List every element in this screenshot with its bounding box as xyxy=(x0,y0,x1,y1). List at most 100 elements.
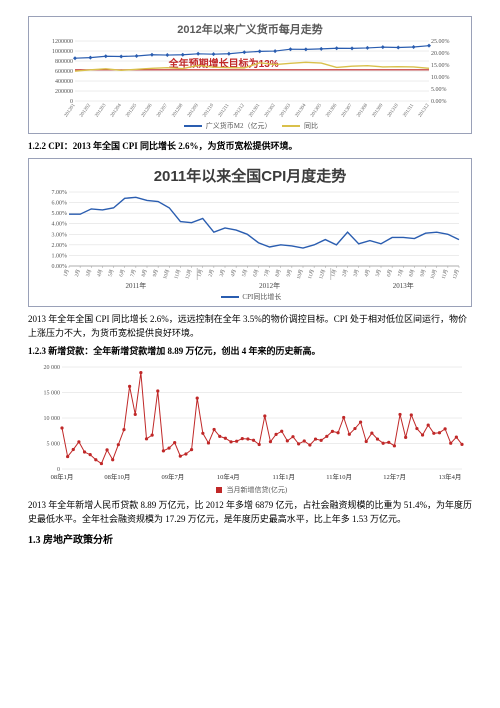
svg-text:2013年: 2013年 xyxy=(393,281,414,290)
svg-text:201302: 201302 xyxy=(264,103,277,119)
chart1-container: 2012年以来广义货币每月走势 020000040000060000080000… xyxy=(28,16,472,134)
svg-text:4月: 4月 xyxy=(230,269,238,278)
svg-text:8月: 8月 xyxy=(141,269,149,278)
svg-text:13年4月: 13年4月 xyxy=(439,472,462,481)
svg-text:201310: 201310 xyxy=(387,103,400,119)
svg-text:25.00%: 25.00% xyxy=(431,39,450,45)
svg-text:7.00%: 7.00% xyxy=(52,190,68,196)
svg-text:08年10月: 08年10月 xyxy=(104,472,130,481)
svg-text:201307: 201307 xyxy=(341,103,354,119)
svg-text:3月: 3月 xyxy=(85,269,93,278)
svg-text:1200000: 1200000 xyxy=(52,39,73,45)
legend-yoy-label: 同比 xyxy=(304,122,318,130)
svg-text:15 000: 15 000 xyxy=(44,390,61,396)
legend-credit-label: 当月新增信贷(亿元) xyxy=(227,486,288,494)
svg-text:201209: 201209 xyxy=(187,103,200,119)
svg-text:1月: 1月 xyxy=(330,269,338,278)
legend-m2-label: 广义货币M2（亿元） xyxy=(206,122,272,130)
svg-text:6月: 6月 xyxy=(118,269,126,278)
svg-text:201205: 201205 xyxy=(126,103,139,119)
svg-text:20.00%: 20.00% xyxy=(431,51,450,57)
svg-text:2月: 2月 xyxy=(341,269,349,278)
svg-text:7月: 7月 xyxy=(397,269,405,278)
legend-cpi-swatch xyxy=(221,296,239,298)
section-13-heading: 1.3 房地产政策分析 xyxy=(28,533,472,549)
chart1-svg: 0200000400000600000800000100000012000000… xyxy=(35,39,465,119)
svg-text:11年1月: 11年1月 xyxy=(272,472,295,481)
svg-text:12月: 12月 xyxy=(184,269,193,280)
svg-text:5 000: 5 000 xyxy=(47,441,61,447)
svg-text:201211: 201211 xyxy=(218,103,231,118)
svg-text:201306: 201306 xyxy=(326,103,339,119)
svg-text:0: 0 xyxy=(57,467,60,473)
svg-text:201212: 201212 xyxy=(233,103,246,119)
svg-text:9月: 9月 xyxy=(419,269,427,278)
legend-m2-swatch xyxy=(184,125,202,127)
svg-text:201207: 201207 xyxy=(156,103,169,119)
legend-cpi-label: CPI同比增长 xyxy=(242,293,281,301)
svg-text:4月: 4月 xyxy=(96,269,104,278)
chart2-title: 2011年以来全国CPI月度走势 xyxy=(35,165,465,186)
svg-text:8月: 8月 xyxy=(408,269,416,278)
svg-text:201301: 201301 xyxy=(249,103,262,119)
svg-text:201309: 201309 xyxy=(372,103,385,119)
svg-text:7月: 7月 xyxy=(130,269,138,278)
svg-text:7月: 7月 xyxy=(263,269,271,278)
svg-text:2012年: 2012年 xyxy=(259,281,280,290)
svg-text:1月: 1月 xyxy=(196,269,204,278)
svg-text:201202: 201202 xyxy=(79,103,92,119)
svg-text:10月: 10月 xyxy=(296,269,305,280)
svg-text:11年10月: 11年10月 xyxy=(326,472,352,481)
svg-text:600000: 600000 xyxy=(55,69,73,75)
svg-text:400000: 400000 xyxy=(55,79,73,85)
svg-text:9月: 9月 xyxy=(286,269,294,278)
section-123-heading: 1.2.3 新增贷款：全年新增贷款增加 8.89 万亿元，创出 4 年来的历史新… xyxy=(28,345,472,359)
svg-text:15.00%: 15.00% xyxy=(431,63,450,69)
svg-text:1.00%: 1.00% xyxy=(52,253,68,259)
svg-text:6月: 6月 xyxy=(252,269,260,278)
svg-text:11月: 11月 xyxy=(173,269,182,280)
chart3-legend: 当月新增信贷(亿元) xyxy=(28,485,472,495)
svg-text:201201: 201201 xyxy=(64,103,77,119)
chart3-container: 05 00010 00015 00020 00008年1月08年10月09年7月… xyxy=(28,363,472,495)
chart2-svg: 0.00%1.00%2.00%3.00%4.00%5.00%6.00%7.00%… xyxy=(35,190,465,290)
svg-text:3月: 3月 xyxy=(219,269,227,278)
svg-text:3月: 3月 xyxy=(352,269,360,278)
svg-text:11月: 11月 xyxy=(307,269,316,280)
svg-text:8月: 8月 xyxy=(274,269,282,278)
svg-text:201303: 201303 xyxy=(279,103,292,119)
legend-yoy-swatch xyxy=(282,125,300,127)
svg-text:5月: 5月 xyxy=(107,269,115,278)
svg-text:10月: 10月 xyxy=(430,269,439,280)
svg-text:10年4月: 10年4月 xyxy=(217,472,240,481)
svg-text:9月: 9月 xyxy=(152,269,160,278)
chart1-title: 2012年以来广义货币每月走势 xyxy=(35,21,465,37)
svg-text:5.00%: 5.00% xyxy=(52,211,68,217)
svg-text:201206: 201206 xyxy=(141,103,154,119)
svg-text:11月: 11月 xyxy=(441,269,450,280)
svg-text:0.00%: 0.00% xyxy=(52,264,68,270)
svg-text:1000000: 1000000 xyxy=(52,49,73,55)
svg-text:10.00%: 10.00% xyxy=(431,75,450,81)
svg-text:12月: 12月 xyxy=(452,269,461,280)
svg-text:6月: 6月 xyxy=(386,269,394,278)
svg-text:201208: 201208 xyxy=(172,103,185,119)
section-122-body: 2013 年全年全国 CPI 同比增长 2.6%，远远控制在全年 3.5%的物价… xyxy=(28,313,472,341)
chart1-legend: 广义货币M2（亿元） 同比 xyxy=(35,121,465,131)
svg-text:12月: 12月 xyxy=(318,269,327,280)
svg-text:2.00%: 2.00% xyxy=(52,243,68,249)
svg-text:4月: 4月 xyxy=(364,269,372,278)
chart2-container: 2011年以来全国CPI月度走势 0.00%1.00%2.00%3.00%4.0… xyxy=(28,158,472,307)
svg-text:6.00%: 6.00% xyxy=(52,201,68,207)
svg-text:3.00%: 3.00% xyxy=(52,232,68,238)
legend-credit-dot xyxy=(216,487,222,493)
chart2-legend: CPI同比增长 xyxy=(35,292,465,302)
svg-text:201204: 201204 xyxy=(110,103,123,119)
svg-text:201304: 201304 xyxy=(295,103,308,119)
svg-text:2月: 2月 xyxy=(74,269,82,278)
section-122-heading: 1.2.2 CPI：2013 年全国 CPI 同比增长 2.6%，为货币宽松提供… xyxy=(28,140,472,154)
svg-text:800000: 800000 xyxy=(55,59,73,65)
svg-text:5月: 5月 xyxy=(375,269,383,278)
chart3-svg: 05 00010 00015 00020 00008年1月08年10月09年7月… xyxy=(28,363,468,483)
svg-text:20 000: 20 000 xyxy=(44,365,61,371)
